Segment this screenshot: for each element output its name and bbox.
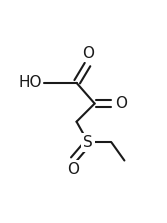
Text: S: S: [83, 135, 93, 150]
Text: HO: HO: [18, 75, 42, 90]
Text: O: O: [82, 46, 94, 61]
Text: O: O: [67, 162, 79, 177]
Text: O: O: [115, 96, 127, 111]
